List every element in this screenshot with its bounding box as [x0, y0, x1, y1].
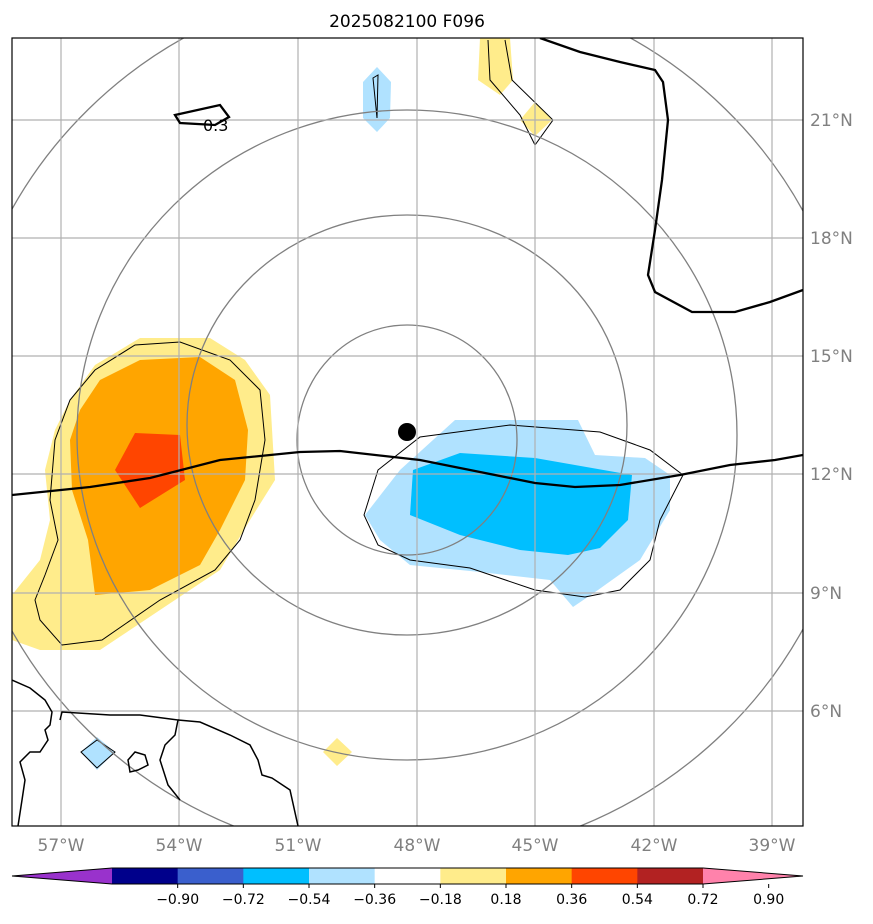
lon-label-51w: 51°W	[275, 836, 322, 856]
positive-patch-south	[323, 738, 352, 766]
thin-contour-east	[363, 424, 684, 598]
thick-contours	[12, 38, 803, 497]
colorbar-tick-label: −0.90	[156, 892, 199, 908]
coastline	[12, 679, 299, 826]
colorbar-tick-label: −0.18	[419, 892, 462, 908]
negative-anomaly-deep-blue	[410, 453, 632, 555]
lon-label-48w: 48°W	[394, 836, 441, 856]
lat-label-21n: 21°N	[810, 111, 853, 131]
colorbar-segment	[440, 868, 507, 884]
map-title: 2025082100 F096	[329, 12, 485, 32]
lat-label-15n: 15°N	[810, 347, 853, 367]
colorbar-tick-label: 0.36	[556, 892, 587, 908]
coastline-south-america	[12, 679, 53, 826]
lat-label-6n: 6°N	[810, 702, 842, 722]
coastline-guianas	[59, 711, 181, 801]
coastline-island	[127, 751, 149, 773]
colorbar-segment	[177, 868, 244, 884]
colorbar-tick-label: −0.72	[222, 892, 265, 908]
colorbar-tick-label: 0.54	[622, 892, 653, 908]
lon-label-45w: 45°W	[512, 836, 559, 856]
colorbar-extend-low	[12, 868, 112, 884]
map-area: 0.3	[12, 38, 803, 826]
thin-contour-small-diamond	[80, 739, 116, 769]
lon-label-57w: 57°W	[38, 836, 85, 856]
lon-labels: 57°W 54°W 51°W 48°W 45°W 42°W 39°W	[38, 836, 796, 856]
colorbar-segment	[571, 868, 638, 884]
colorbar-segment	[637, 868, 704, 884]
colorbar-outline	[11, 867, 804, 885]
map-frame	[11, 37, 804, 827]
range-ring-1	[296, 324, 518, 556]
colorbar-tick-label: 0.18	[490, 892, 521, 908]
lon-label-54w: 54°W	[156, 836, 203, 856]
thin-contour-north	[372, 74, 379, 119]
colorbar-segment	[309, 868, 376, 884]
range-ring-3	[76, 109, 738, 761]
colorbar-segment	[112, 868, 179, 884]
storm-center-marker	[398, 423, 416, 441]
range-rings	[12, 38, 803, 826]
thick-contour-north-east	[539, 38, 803, 314]
lat-label-18n: 18°N	[810, 229, 853, 249]
colorbar-extend-high	[703, 868, 803, 884]
positive-patch-north	[478, 38, 513, 95]
lon-label-42w: 42°W	[631, 836, 678, 856]
colorbar-tick-label: 0.72	[687, 892, 718, 908]
thick-contour-zonal	[12, 449, 803, 497]
contour-label: 0.3	[203, 116, 228, 135]
colorbar-segment	[506, 868, 573, 884]
thin-contour-west	[34, 341, 266, 646]
graticule	[12, 38, 803, 826]
colorbar-segment	[374, 868, 441, 884]
range-ring-2	[186, 214, 628, 636]
colorbar-tick-label: 0.90	[753, 892, 784, 908]
colorbar-tick-label: −0.36	[353, 892, 396, 908]
lat-label-12n: 12°N	[810, 465, 853, 485]
thick-contour-small-closed	[173, 103, 231, 127]
colorbar-tick-label: −0.54	[288, 892, 331, 908]
lat-labels: 21°N 18°N 15°N 12°N 9°N 6°N	[810, 111, 853, 722]
colorbar: −0.90 −0.72 −0.54 −0.36 −0.18 0.18 0.36 0.54 0.7…	[11, 867, 804, 908]
positive-patch-north-small	[520, 102, 552, 136]
lat-label-9n: 9°N	[810, 584, 842, 604]
positive-anomaly-red	[115, 433, 185, 508]
coastline-amapa	[177, 719, 299, 826]
lon-label-39w: 39°W	[749, 836, 796, 856]
colorbar-segment	[243, 868, 310, 884]
